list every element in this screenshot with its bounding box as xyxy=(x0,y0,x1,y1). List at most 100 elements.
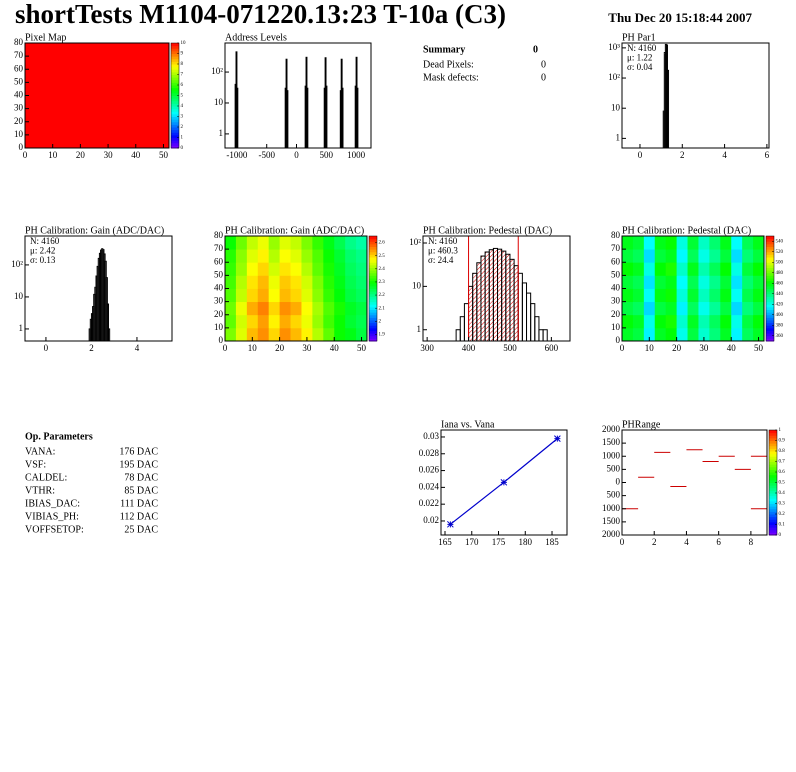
x-tick-label: -500 xyxy=(258,150,275,160)
heat-cell xyxy=(301,236,313,250)
x-tick-label: 4 xyxy=(135,343,140,353)
y-tick-label: 500 xyxy=(607,463,621,473)
y-tick-label: 1 xyxy=(417,324,422,334)
colorbar-step xyxy=(369,278,377,282)
heat-cell xyxy=(323,275,335,289)
y-tick-label: 10² xyxy=(11,259,23,269)
colorbar-step xyxy=(171,108,179,112)
colorbar-label: 8 xyxy=(181,62,184,67)
heat-cell xyxy=(643,288,656,303)
colorbar-step xyxy=(769,477,777,481)
colorbar-step xyxy=(769,474,777,478)
colorbar-step xyxy=(766,309,774,313)
heat-cell xyxy=(257,314,270,329)
y-tick-label: 0 xyxy=(616,335,621,345)
x-tick-label: 1000 xyxy=(347,150,366,160)
heat-cell xyxy=(235,275,248,289)
colorbar-step xyxy=(369,304,377,308)
colorbar-step xyxy=(769,472,777,476)
x-tick-label: 2 xyxy=(680,150,685,160)
stats-line: σ: 0.04 xyxy=(627,62,653,72)
colorbar-label: 1 xyxy=(181,136,184,141)
colorbar-step xyxy=(369,291,377,295)
heat-cell xyxy=(345,288,357,303)
colorbar-label: 2.4 xyxy=(379,267,386,272)
x-tick-label: 170 xyxy=(465,537,479,547)
x-tick-label: 50 xyxy=(357,343,367,353)
heat-cell xyxy=(312,288,324,303)
colorbar-label: 4 xyxy=(181,104,184,109)
colorbar-step xyxy=(171,79,179,83)
x-tick-label: -1000 xyxy=(226,150,247,160)
x-tick-label: 0 xyxy=(223,343,228,353)
summary-label: Dead Pixels: xyxy=(423,59,474,70)
heat-cell xyxy=(622,275,634,289)
colorbar-step xyxy=(766,304,774,308)
x-tick-label: 0 xyxy=(620,343,625,353)
histogram-bin xyxy=(497,248,503,342)
heat-cell xyxy=(709,236,721,250)
heat-cell xyxy=(25,43,170,149)
heat-cell xyxy=(676,314,688,329)
colorbar-label: 520 xyxy=(776,250,784,255)
heat-cell xyxy=(720,327,732,342)
stats-line: N: 4160 xyxy=(30,236,60,246)
colorbar-step xyxy=(369,320,377,324)
heat-cell xyxy=(279,236,291,250)
panel-title: PH Calibration: Pedestal (DAC) xyxy=(423,225,552,236)
heat-cell xyxy=(345,275,357,289)
colorbar-label: 0.1 xyxy=(779,523,786,528)
colorbar-step xyxy=(369,275,377,279)
heat-cell xyxy=(268,327,281,342)
heat-cell xyxy=(356,275,368,289)
y-tick-label: 1 xyxy=(19,323,24,333)
heat-cell xyxy=(720,301,732,316)
heat-cell xyxy=(731,236,743,250)
heat-cell xyxy=(225,236,237,250)
heat-cell xyxy=(279,249,291,263)
y-tick-label: 60 xyxy=(611,256,621,266)
op-title: Op. Parameters xyxy=(25,431,93,442)
colorbar-step xyxy=(171,74,179,78)
y-tick-label: 30 xyxy=(611,296,621,306)
heat-cell xyxy=(643,327,656,342)
y-tick-label: 10² xyxy=(608,72,620,82)
colorbar-label: 460 xyxy=(776,281,784,286)
colorbar-step xyxy=(769,516,777,520)
colorbar-step xyxy=(369,280,377,284)
heat-cell xyxy=(731,262,743,276)
heat-cell xyxy=(742,236,754,250)
colorbar-step xyxy=(766,312,774,316)
heat-cell xyxy=(698,327,710,342)
colorbar-step xyxy=(171,48,179,52)
colorbar-step xyxy=(769,440,777,444)
y-tick-label: 0.024 xyxy=(419,481,440,491)
x-tick-label: 300 xyxy=(420,343,434,353)
point xyxy=(447,520,454,528)
colorbar-step xyxy=(769,437,777,441)
heat-cell xyxy=(301,314,313,329)
heat-cell xyxy=(225,327,237,342)
date: Thu Dec 20 15:18:44 2007 xyxy=(608,10,752,25)
heat-cell xyxy=(323,314,335,329)
colorbar-step xyxy=(171,142,179,146)
heat-cell xyxy=(687,327,699,342)
heat-cell xyxy=(676,249,688,263)
heat-cell xyxy=(334,236,346,250)
colorbar-step xyxy=(766,267,774,271)
colorbar-step xyxy=(769,461,777,465)
x-tick-label: 2 xyxy=(89,343,94,353)
colorbar-step xyxy=(369,251,377,255)
x-tick-label: 6 xyxy=(716,537,721,547)
heat-cell xyxy=(345,236,357,250)
plot-border xyxy=(422,235,571,342)
colorbar-step xyxy=(171,132,179,136)
colorbar-step xyxy=(769,495,777,499)
y-tick-label: 0 xyxy=(616,477,621,487)
heat-cell xyxy=(742,249,754,263)
heat-cell xyxy=(731,314,743,329)
heat-cell xyxy=(698,236,710,250)
heat-cell xyxy=(698,288,710,303)
colorbar-step xyxy=(369,257,377,261)
colorbar-label: 500 xyxy=(776,260,784,265)
